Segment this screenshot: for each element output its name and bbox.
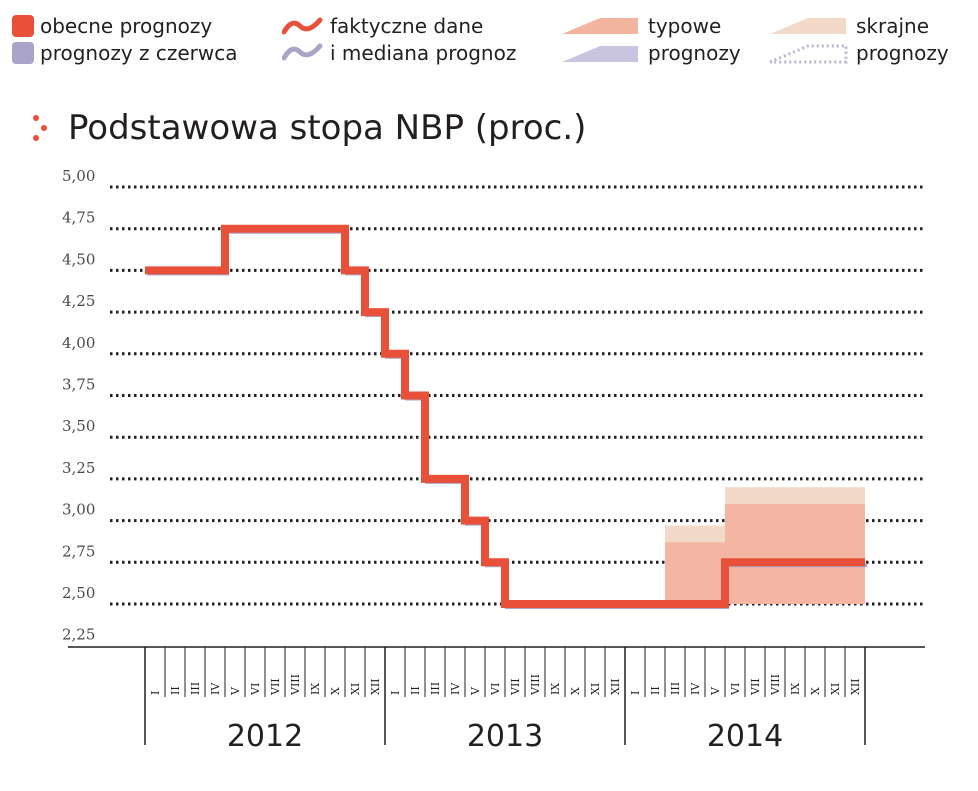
month-label: XI — [349, 683, 362, 695]
month-label: IV — [449, 682, 462, 695]
legend-label-current: obecne prognozy — [40, 14, 213, 38]
month-label: X — [569, 687, 582, 695]
y-tick-label: 3,25 — [62, 459, 95, 477]
legend-label-extreme-1: skrajne — [856, 14, 930, 38]
month-label: XII — [369, 678, 382, 695]
forecast-band-typical — [725, 503, 865, 604]
month-label: X — [329, 687, 342, 695]
month-label: V — [709, 686, 722, 696]
chart-plot: 5,00 4,75 4,50 4,25 4,00 3,75 3,50 3,25 3,00 2,75… — [62, 167, 925, 754]
month-label: IX — [549, 683, 562, 695]
month-label: I — [389, 691, 402, 695]
legend-label-june: prognozy z czerwca — [40, 41, 238, 65]
month-label: IV — [689, 682, 702, 695]
month-label: VI — [489, 683, 502, 696]
month-label: VII — [749, 678, 762, 696]
y-tick-label: 2,50 — [62, 584, 95, 602]
year-label: 2014 — [707, 719, 783, 754]
month-label: VI — [249, 683, 262, 696]
legend-swatch-june — [12, 42, 34, 64]
month-label: VI — [729, 683, 742, 696]
month-label: VIII — [529, 674, 542, 696]
month-label: IX — [309, 683, 322, 695]
legend-swatch-current — [12, 15, 34, 37]
month-label: VIII — [289, 674, 302, 696]
legend: obecne prognozy prognozy z czerwca fakty… — [0, 0, 978, 80]
year-label: 2012 — [227, 719, 303, 754]
legend-label-median: i mediana prognoz — [330, 41, 517, 65]
y-axis-ticks: 5,00 4,75 4,50 4,25 4,00 3,75 3,50 3,25 3,00 2,75… — [62, 167, 95, 644]
month-label: III — [189, 682, 202, 695]
month-label: IX — [789, 683, 802, 695]
month-label: III — [669, 682, 682, 695]
month-label: XI — [829, 683, 842, 695]
y-tick-label: 3,75 — [62, 376, 95, 394]
y-tick-label: 4,25 — [62, 292, 95, 310]
y-tick-label: 4,75 — [62, 209, 95, 227]
legend-line-actual-icon — [282, 17, 323, 35]
legend-band-typical-icon — [562, 18, 638, 62]
month-label: I — [629, 691, 642, 695]
month-label: III — [429, 682, 442, 695]
y-tick-label: 3,00 — [62, 501, 95, 519]
legend-band-extreme-icon — [769, 18, 848, 64]
y-tick-label: 2,75 — [62, 542, 95, 560]
month-label: VII — [269, 678, 282, 696]
month-label: II — [649, 686, 662, 695]
legend-label-actual: faktyczne dane — [330, 14, 484, 38]
month-label: VII — [509, 678, 522, 696]
month-label: II — [409, 686, 422, 695]
legend-line-median-icon — [282, 43, 323, 61]
y-tick-label: 3,50 — [62, 417, 95, 435]
forecast-bands — [665, 487, 865, 604]
y-tick-label: 2,25 — [62, 626, 95, 644]
month-label: I — [149, 691, 162, 695]
series-line-actual — [145, 224, 865, 608]
y-tick-label: 4,00 — [62, 334, 95, 352]
month-label: XI — [589, 683, 602, 695]
legend-label-extreme-2: prognozy — [856, 41, 949, 65]
year-label: 2013 — [467, 719, 543, 754]
y-tick-label: 5,00 — [62, 167, 95, 185]
month-label: X — [809, 687, 822, 695]
y-tick-label: 4,50 — [62, 250, 95, 268]
title-bullet-icon — [33, 115, 47, 141]
month-label: XII — [849, 678, 862, 695]
month-label: VIII — [769, 674, 782, 696]
series-lines — [145, 224, 867, 609]
month-label: XII — [609, 678, 622, 695]
legend-label-typical-2: prognozy — [648, 41, 741, 65]
month-label: IV — [209, 682, 222, 695]
legend-label-typical-1: typowe — [648, 14, 722, 38]
month-label: II — [169, 686, 182, 695]
chart-title: Podstawowa stopa NBP (proc.) — [68, 108, 587, 148]
month-label: V — [469, 686, 482, 696]
forecast-band-typical — [665, 542, 725, 604]
month-label: V — [229, 686, 242, 696]
